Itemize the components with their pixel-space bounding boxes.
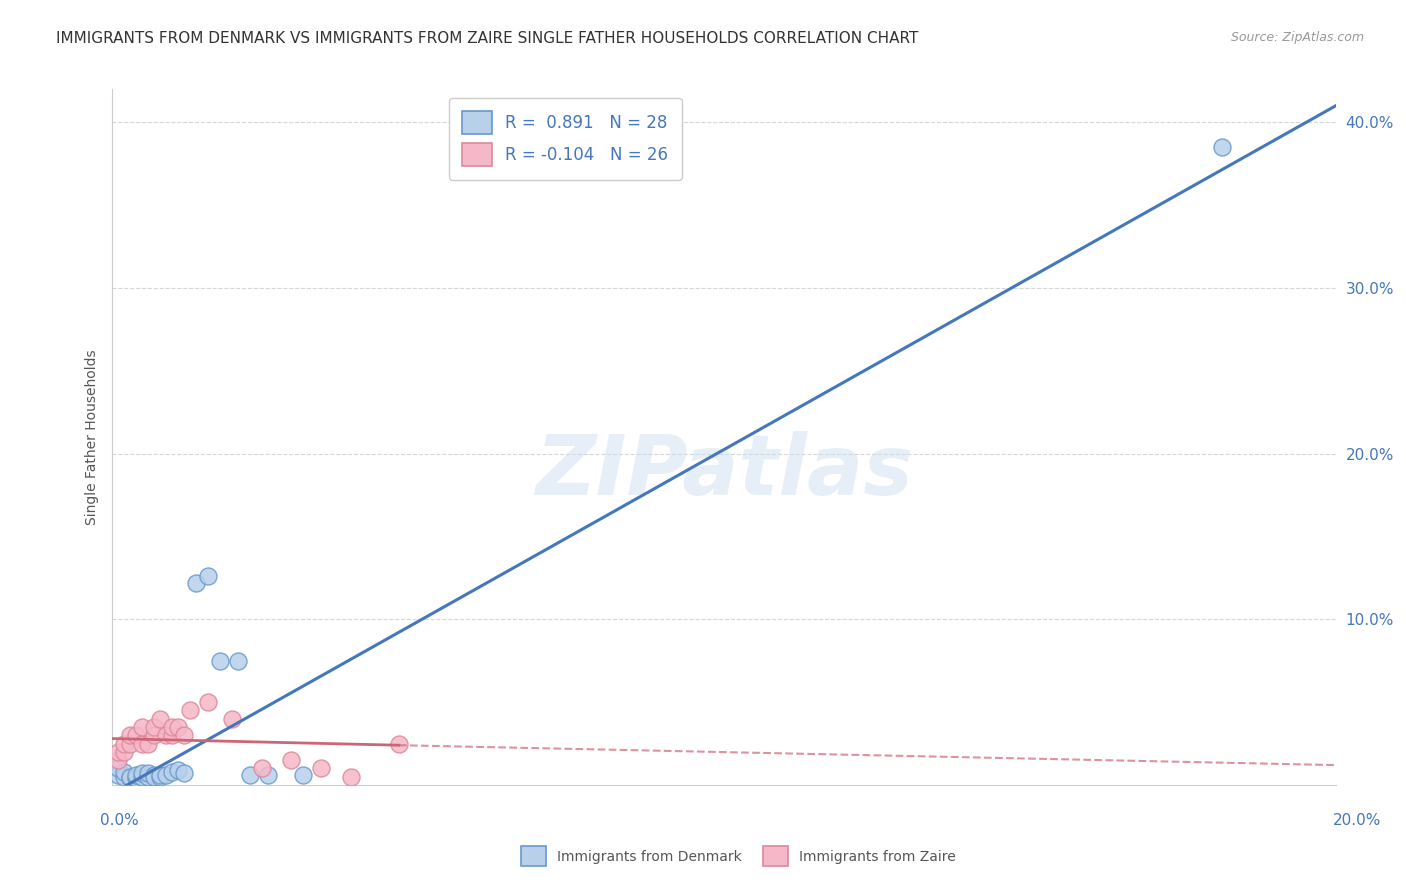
Point xyxy=(112,745,135,759)
Point xyxy=(125,728,148,742)
Point xyxy=(143,770,166,784)
Point xyxy=(311,761,333,775)
Point xyxy=(1211,140,1233,154)
Point xyxy=(149,770,172,784)
Point xyxy=(120,770,142,784)
Point xyxy=(155,728,177,742)
Point xyxy=(388,737,411,751)
Point xyxy=(173,766,195,780)
Point xyxy=(107,753,129,767)
Point xyxy=(136,770,159,784)
Point xyxy=(160,720,183,734)
Point xyxy=(112,770,135,784)
Point xyxy=(167,763,190,777)
Point xyxy=(221,712,243,726)
Point xyxy=(131,766,153,780)
Point xyxy=(107,761,129,775)
Point xyxy=(131,737,153,751)
Point xyxy=(112,737,135,751)
Point xyxy=(149,712,172,726)
Point xyxy=(136,766,159,780)
Point xyxy=(131,720,153,734)
Point xyxy=(280,753,302,767)
Point xyxy=(292,768,315,782)
Y-axis label: Single Father Households: Single Father Households xyxy=(84,350,98,524)
Point xyxy=(256,768,278,782)
Point xyxy=(143,720,166,734)
Point xyxy=(149,768,172,782)
Point xyxy=(179,703,201,717)
Point xyxy=(226,654,249,668)
Point xyxy=(340,770,363,784)
Legend: Immigrants from Denmark, Immigrants from Zaire: Immigrants from Denmark, Immigrants from… xyxy=(516,841,960,871)
Point xyxy=(184,575,207,590)
Point xyxy=(250,761,273,775)
Point xyxy=(120,737,142,751)
Point xyxy=(160,728,183,742)
Point xyxy=(120,728,142,742)
Point xyxy=(120,772,142,786)
Point xyxy=(197,695,219,709)
Point xyxy=(208,654,231,668)
Text: Source: ZipAtlas.com: Source: ZipAtlas.com xyxy=(1230,31,1364,45)
Text: 20.0%: 20.0% xyxy=(1333,814,1381,828)
Point xyxy=(173,728,195,742)
Point xyxy=(239,768,262,782)
Point xyxy=(112,764,135,779)
Text: 0.0%: 0.0% xyxy=(100,814,139,828)
Point xyxy=(125,772,148,786)
Point xyxy=(155,768,177,782)
Point xyxy=(107,745,129,759)
Point xyxy=(136,737,159,751)
Point xyxy=(167,720,190,734)
Point xyxy=(125,768,148,782)
Point xyxy=(131,770,153,784)
Point xyxy=(197,569,219,583)
Point xyxy=(143,768,166,782)
Point xyxy=(107,768,129,782)
Text: ZIPatlas: ZIPatlas xyxy=(536,432,912,512)
Legend: R =  0.891   N = 28, R = -0.104   N = 26: R = 0.891 N = 28, R = -0.104 N = 26 xyxy=(449,97,682,179)
Point xyxy=(160,764,183,779)
Text: IMMIGRANTS FROM DENMARK VS IMMIGRANTS FROM ZAIRE SINGLE FATHER HOUSEHOLDS CORREL: IMMIGRANTS FROM DENMARK VS IMMIGRANTS FR… xyxy=(56,31,918,46)
Point xyxy=(143,728,166,742)
